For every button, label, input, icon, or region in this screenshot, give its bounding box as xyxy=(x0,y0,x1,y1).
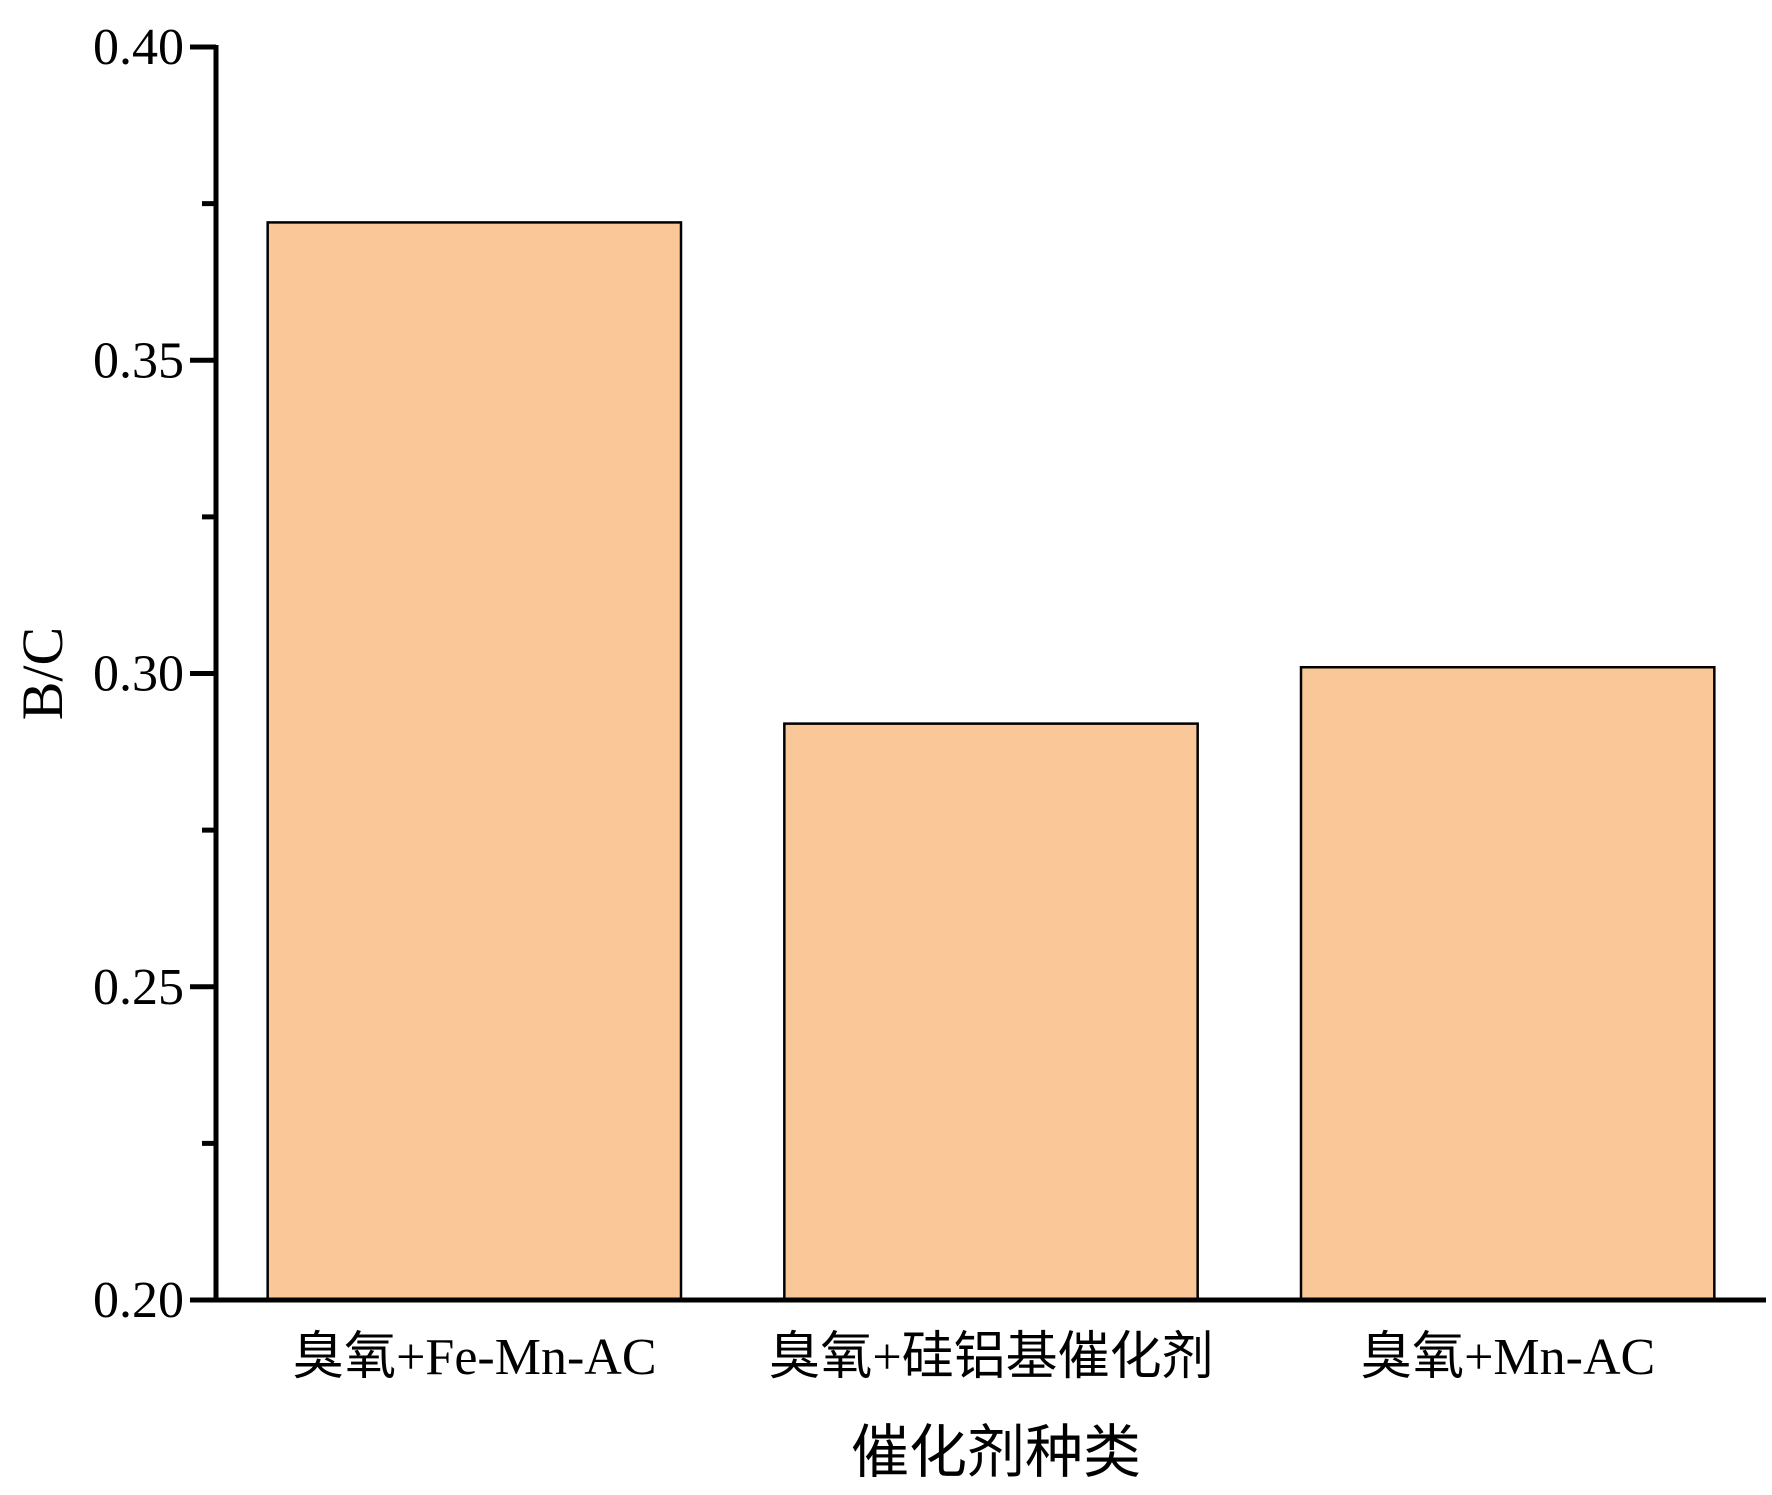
y-tick-label: 0.35 xyxy=(93,332,184,389)
x-tick-label: 臭氧+Mn-AC xyxy=(1360,1329,1655,1386)
y-ticks-group: 0.20 0.25 0.30 0.35 0.40 xyxy=(93,19,216,1329)
y-tick-label: 0.40 xyxy=(93,19,184,76)
bar xyxy=(1299,665,1716,1302)
x-tick-labels-group: 臭氧+Fe-Mn-AC 臭氧+硅铝基催化剂 臭氧+Mn-AC xyxy=(292,1329,1655,1386)
y-tick-label: 0.25 xyxy=(93,959,184,1016)
bars-group xyxy=(266,221,1716,1302)
x-axis-label: 催化剂种类 xyxy=(851,1420,1141,1485)
x-tick-label: 臭氧+硅铝基催化剂 xyxy=(768,1329,1213,1386)
x-tick-label: 臭氧+Fe-Mn-AC xyxy=(292,1329,656,1386)
bar xyxy=(783,722,1199,1302)
y-tick-label: 0.30 xyxy=(93,646,184,703)
y-tick-label: 0.20 xyxy=(93,1272,184,1329)
y-axis-label: B/C xyxy=(10,627,75,721)
bar xyxy=(266,221,683,1302)
